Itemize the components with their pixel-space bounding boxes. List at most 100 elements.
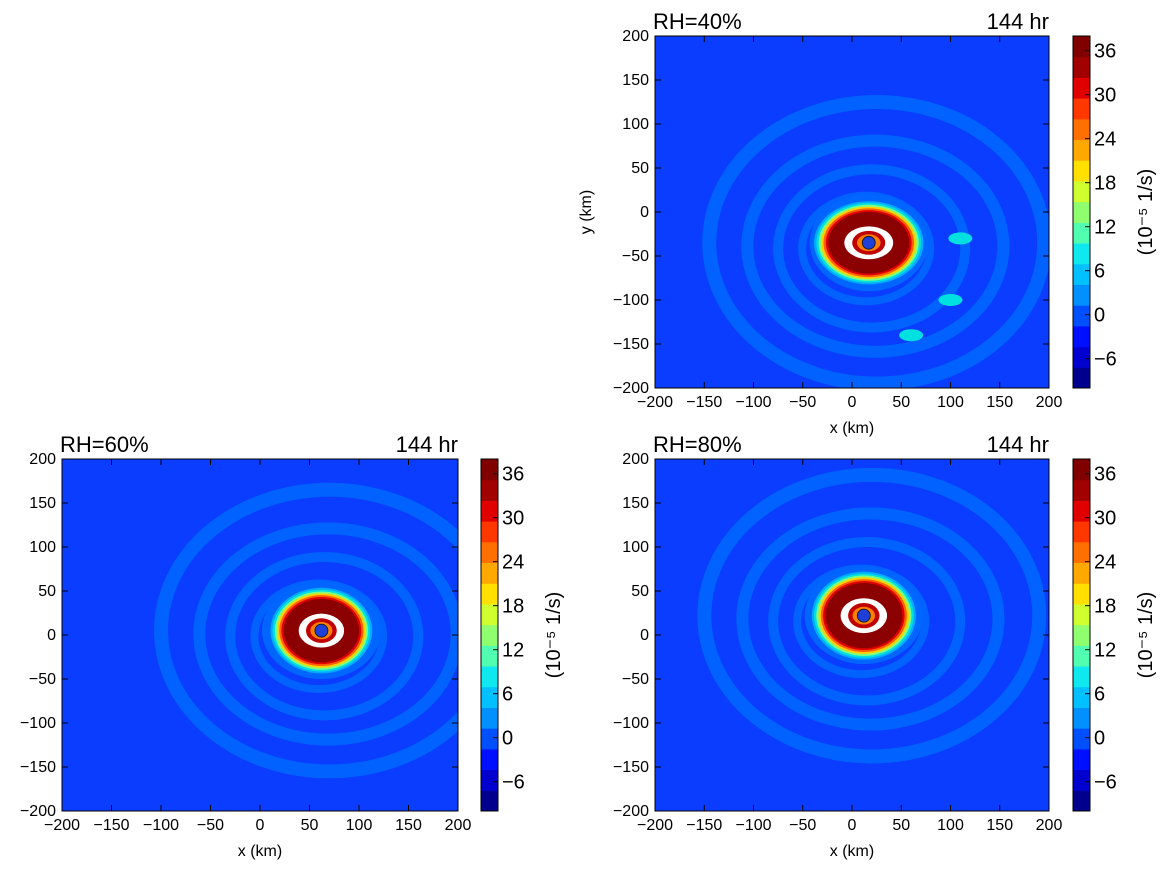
x-tick-label: 50 [301,817,319,834]
y-tick-label: −150 [613,759,649,776]
y-tick-label: 200 [29,451,56,468]
panel-title-right: 144 hr [396,432,458,457]
colorbar-segment [1073,790,1090,812]
x-tick-label: −100 [735,394,771,411]
panel-title-left: RH=60% [60,432,149,457]
colorbar-segment [481,541,498,564]
colorbar-segment [481,769,498,791]
colorbar-tick-label: 24 [1094,129,1116,151]
x-axis-label: x (km) [238,843,282,860]
y-tick-label: −50 [622,248,649,265]
storm-center-marker [314,623,329,638]
x-axis-label: x (km) [830,420,874,437]
x-tick-label: −150 [686,394,722,411]
y-ticks: 200 150 100 50 0 −50 −100 −150 −200 [20,451,458,820]
colorbar-tick-label: 0 [1094,728,1105,750]
plot-area [655,459,1049,811]
vorticity-field [702,95,1049,388]
colorbar-tick-label: −6 [1094,349,1117,371]
colorbar-tick-label: 12 [1094,217,1116,239]
y-tick-label: −200 [613,380,649,397]
y-ticks: 200 150 100 50 0 −50 −100 −150 −200 [613,28,1049,397]
secondary-feature [948,232,973,245]
colorbar-segment [481,562,498,584]
spiral-band [736,507,1005,731]
colorbar-segment [481,707,498,729]
colorbar-tick-label: 30 [1094,508,1116,530]
colorbar-frame [480,458,499,812]
spiral-band [697,467,1047,764]
colorbar-segment [1073,562,1090,584]
colorbar-segment [1073,367,1090,389]
x-tick-label: −50 [789,817,816,834]
colorbar-segment [1073,707,1090,729]
vorticity-field [154,482,458,779]
colorbar-label: (10⁻⁵ 1/s) [1135,169,1157,256]
colorbar-segment [1073,541,1090,564]
x-tick-label: 0 [256,817,265,834]
colorbar-tick-label: 12 [502,640,524,662]
colorbar-segment [1073,346,1090,368]
colorbar-segment [1073,686,1090,708]
x-tick-label: −200 [637,394,673,411]
plot-area [655,36,1049,388]
y-tick-label: 150 [622,495,649,512]
y-ticks: 200 150 100 50 0 −50 −100 −150 −200 [613,451,1049,820]
plot-area [62,459,458,811]
y-tick-label: −100 [20,715,56,732]
colorbar-segment [481,790,498,812]
colorbar-tick-label: 6 [502,684,513,706]
storm-center-marker [861,235,876,250]
colorbar-segment [481,603,498,626]
colorbar-tick-label: 36 [1094,464,1116,486]
colorbar-segment [1073,56,1090,78]
panel-title-right: 144 hr [987,9,1049,34]
x-axis-label: x (km) [830,843,874,860]
y-tick-label: 150 [29,495,56,512]
colorbar: 36 30 24 18 12 6 0 −6 (10⁻⁵ 1/s) [480,458,565,812]
colorbar-label: (10⁻⁵ 1/s) [1135,592,1157,679]
colorbar-segment [481,500,498,522]
panel-rh80: −200 −150 −100 −50 0 50 100 150 200 200 150 100 50 0… [613,432,1157,860]
y-tick-label: 100 [29,539,56,556]
x-tick-label: 200 [445,817,472,834]
colorbar-tick-label: 0 [1094,305,1105,327]
colorbar-segment [1073,500,1090,522]
colorbar-segment [1073,728,1090,750]
colorbar-segment [1073,139,1090,161]
colorbar-segment [481,521,498,543]
y-tick-label: 50 [631,160,649,177]
x-tick-label: 0 [848,817,857,834]
colorbar-segment [481,686,498,708]
y-tick-label: −200 [613,803,649,820]
colorbar-segment [1073,624,1090,646]
y-tick-label: 50 [631,583,649,600]
colorbar-tick-label: 30 [1094,85,1116,107]
x-ticks: −200 −150 −100 −50 0 50 100 150 200 [637,459,1062,834]
colorbar-tick-label: 0 [502,728,513,750]
colorbar-segment [481,583,498,605]
colorbar-segment [481,479,498,501]
colorbar-tick-label: 24 [1094,552,1116,574]
colorbar-segment [1073,325,1090,348]
colorbar-tick-label: 36 [502,464,524,486]
colorbar-segment [1073,459,1090,481]
colorbar-segment [1073,201,1090,223]
x-tick-label: 100 [346,817,373,834]
colorbar-segment [1073,305,1090,327]
y-tick-label: 0 [640,204,649,221]
colorbar-segment [1073,666,1090,688]
y-tick-label: −100 [613,292,649,309]
y-axis-label: y (km) [578,190,595,234]
spiral-band [741,134,1010,358]
colorbar-segment [1073,284,1090,306]
colorbar-segment [1073,263,1090,285]
vorticity-field [697,467,1047,764]
x-tick-label: −150 [93,817,129,834]
spiral-band [225,551,424,721]
colorbar-tick-label: 6 [1094,261,1105,283]
x-tick-label: −50 [789,394,816,411]
x-tick-label: −200 [637,817,673,834]
colorbar-segment [1073,98,1090,120]
